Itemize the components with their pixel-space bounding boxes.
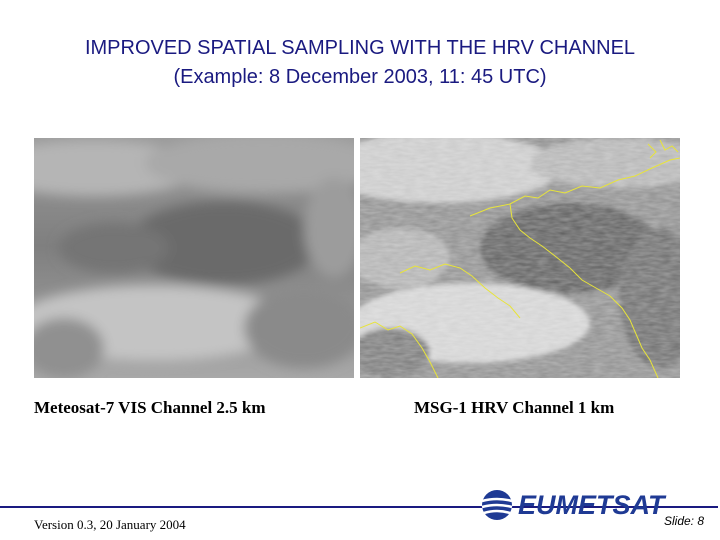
- msg1-hrv-image-graphic: [360, 138, 680, 378]
- slide-number: Slide: 8: [664, 514, 705, 528]
- logo-text: EUMETSAT: [518, 490, 665, 520]
- right-image-caption: MSG-1 HRV Channel 1 km: [414, 398, 615, 417]
- meteosat7-vis-image: [34, 138, 354, 378]
- version-text: Version 0.3, 20 January 2004: [34, 517, 186, 532]
- slide-title: IMPROVED SPATIAL SAMPLING WITH THE HRV C…: [0, 34, 720, 92]
- footer-divider: [0, 506, 718, 508]
- title-line-1: IMPROVED SPATIAL SAMPLING WITH THE HRV C…: [84, 37, 636, 59]
- title-line-2: (Example: 8 December 2003, 11: 45 UTC): [173, 66, 547, 88]
- left-image-caption: Meteosat-7 VIS Channel 2.5 km: [34, 398, 266, 417]
- msg1-hrv-image: [360, 138, 680, 378]
- meteosat7-vis-image-graphic: [34, 138, 354, 378]
- globe-icon: [481, 490, 513, 520]
- eumetsat-logo: EUMETSAT: [478, 488, 678, 522]
